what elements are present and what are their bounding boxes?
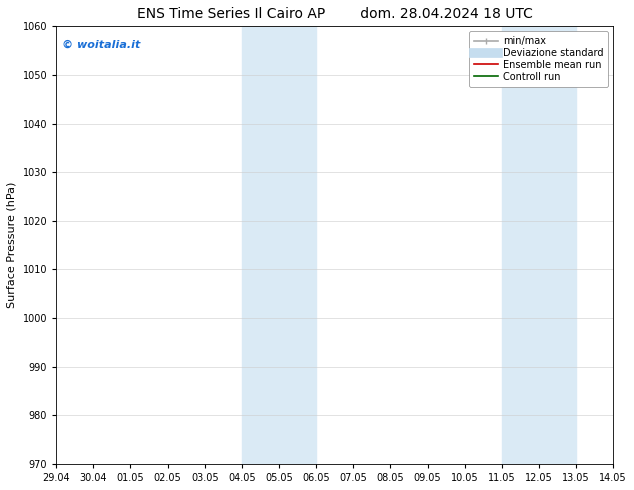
Legend: min/max, Deviazione standard, Ensemble mean run, Controll run: min/max, Deviazione standard, Ensemble m… xyxy=(469,31,609,87)
Bar xyxy=(242,26,316,464)
Y-axis label: Surface Pressure (hPa): Surface Pressure (hPa) xyxy=(7,182,17,308)
Bar xyxy=(502,26,576,464)
Title: ENS Time Series Il Cairo AP        dom. 28.04.2024 18 UTC: ENS Time Series Il Cairo AP dom. 28.04.2… xyxy=(137,7,533,21)
Text: © woitalia.it: © woitalia.it xyxy=(61,39,140,49)
